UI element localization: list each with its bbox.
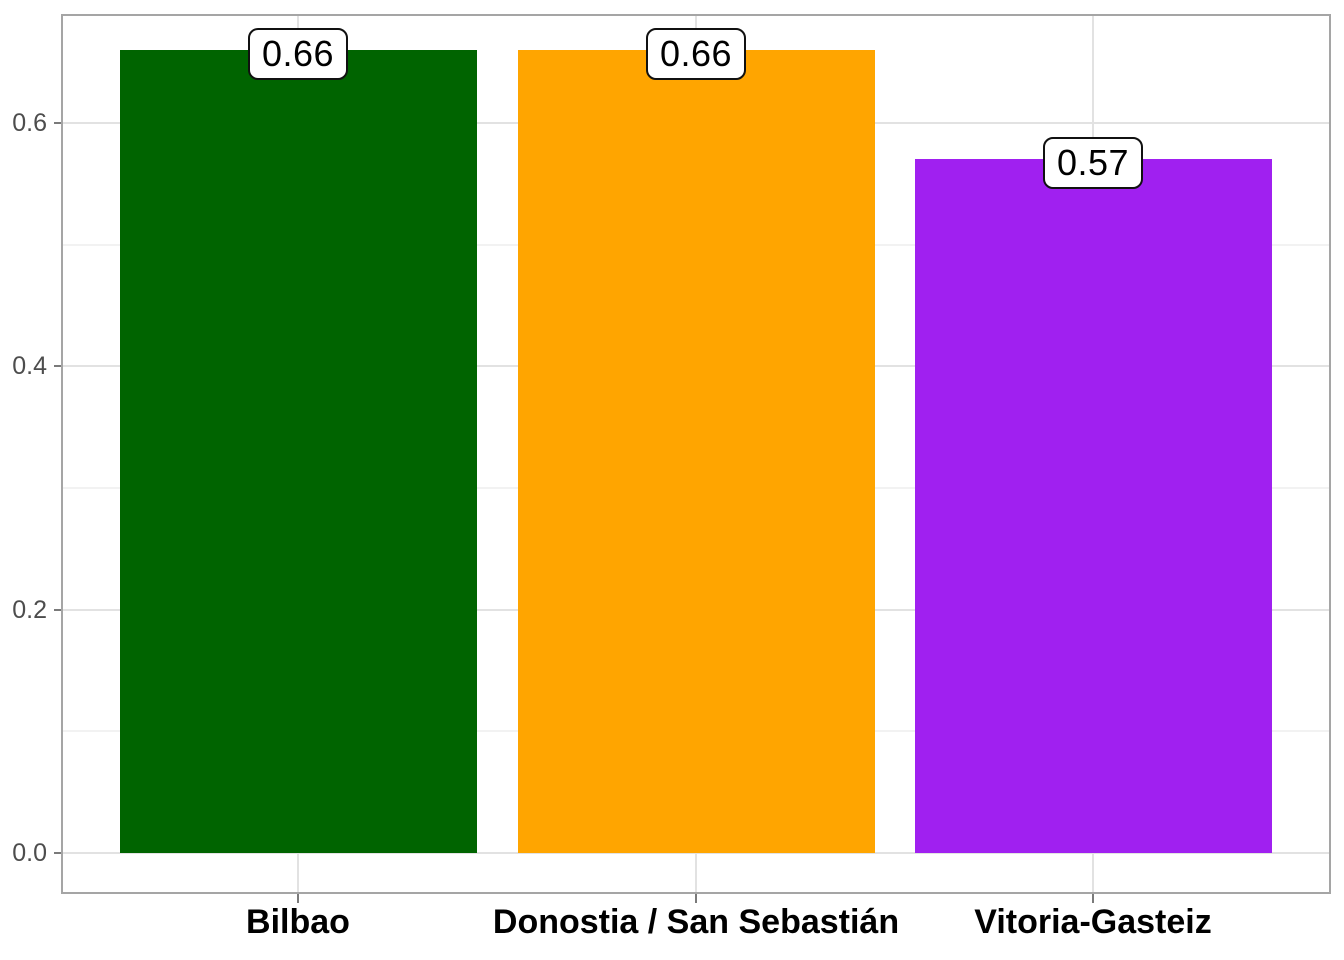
value-label-vitoria-gasteiz: 0.57 [1043, 137, 1143, 190]
y-tick-label: 0.2 [12, 595, 47, 624]
y-tick [54, 365, 62, 368]
bar-donostia-san-sebastian [517, 49, 875, 853]
bar-vitoria-gasteiz [914, 159, 1272, 853]
y-tick [54, 608, 62, 611]
x-tick [297, 894, 299, 903]
x-axis-label-donostia-san-sebastian: Donostia / San Sebastián [492, 903, 900, 941]
bar-bilbao [119, 49, 477, 853]
value-label-donostia-san-sebastian: 0.66 [646, 27, 746, 80]
y-tick-label: 0.0 [12, 839, 47, 867]
x-axis-label-vitoria-gasteiz: Vitoria-Gasteiz [974, 903, 1212, 941]
x-tick [1092, 894, 1094, 903]
y-tick [54, 121, 62, 124]
x-axis-label-bilbao: Bilbao [246, 903, 350, 941]
y-tick-label: 0.4 [12, 352, 47, 381]
x-tick [695, 894, 697, 903]
y-tick [54, 852, 62, 854]
value-label-bilbao: 0.66 [248, 27, 348, 80]
y-tick-label: 0.6 [12, 108, 47, 137]
